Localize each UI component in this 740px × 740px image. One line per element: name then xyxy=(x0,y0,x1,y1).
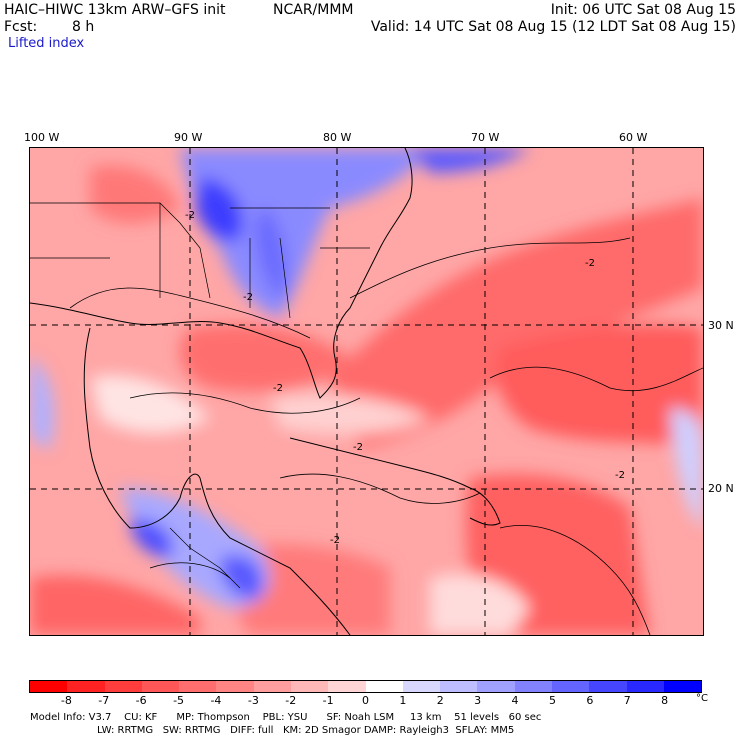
lat-label-20n: 20 N xyxy=(708,482,734,495)
lon-label-60w: 60 W xyxy=(619,131,648,144)
colorbar-unit: °C xyxy=(696,693,708,704)
colorbar-tick-label: 1 xyxy=(399,694,407,707)
colorbar-tick-label: -5 xyxy=(173,694,185,707)
lifted-index-map: -2 -2 -2 -2 -2 -2 -2 xyxy=(29,147,704,636)
lon-label-70w: 70 W xyxy=(471,131,500,144)
colorbar-cell xyxy=(477,681,515,692)
contour-label: -2 xyxy=(330,535,340,546)
contour-label: -2 xyxy=(243,292,253,303)
fcst-value: 8 h xyxy=(72,19,95,35)
model-info-line-1: Model Info: V3.7 CU: KF MP: Thompson PBL… xyxy=(30,712,542,723)
colorbar-cell xyxy=(30,681,68,692)
colorbar-tick-label: -8 xyxy=(60,694,72,707)
colorbar-cell xyxy=(104,681,142,692)
colorbar-cell xyxy=(663,681,702,692)
lon-label-100w: 100 W xyxy=(24,131,60,144)
fcst-label: Fcst: xyxy=(4,19,38,35)
colorbar-cell xyxy=(440,681,478,692)
model-title: HAIC–HIWC 13km ARW–GFS init xyxy=(4,2,226,18)
colorbar-tick-label: 3 xyxy=(474,694,482,707)
colorbar-cell xyxy=(365,681,403,692)
lon-label-80w: 80 W xyxy=(323,131,352,144)
colorbar-cell xyxy=(551,681,590,692)
colorbar-cell xyxy=(514,681,552,692)
model-info-line-2: LW: RRTMG SW: RRTMG DIFF: full KM: 2D Sm… xyxy=(97,725,515,736)
colorbar-tick-label: -6 xyxy=(135,694,147,707)
colorbar-tick-label: 2 xyxy=(436,694,444,707)
organization: NCAR/MMM xyxy=(273,2,354,18)
colorbar-tick-label: 5 xyxy=(548,694,556,707)
contours xyxy=(69,237,703,635)
colorbar-cell xyxy=(589,681,627,692)
colorbar-tick-label: -2 xyxy=(285,694,297,707)
colorbar-tick-label: -1 xyxy=(322,694,334,707)
colorbar-cell xyxy=(253,681,291,692)
colorbar-tick-label: 0 xyxy=(362,694,369,707)
colorbar-cell xyxy=(290,681,329,692)
contour-label: -2 xyxy=(353,442,363,453)
colorbar xyxy=(29,680,702,693)
colorbar-cell xyxy=(179,681,217,692)
contour-label: -2 xyxy=(273,383,283,394)
latlon-grid xyxy=(30,148,703,635)
contour-label: -2 xyxy=(585,258,595,269)
colorbar-tick-label: -4 xyxy=(210,694,222,707)
field-name: Lifted index xyxy=(8,36,85,51)
coastlines xyxy=(30,148,501,635)
colorbar-tick-label: -7 xyxy=(98,694,110,707)
colorbar-tick-label: 6 xyxy=(586,694,594,707)
colorbar-cell xyxy=(141,681,180,692)
colorbar-tick-label: 8 xyxy=(661,694,669,707)
contour-label: -2 xyxy=(185,210,195,221)
lat-label-30n: 30 N xyxy=(708,319,734,332)
colorbar-tick-label: 4 xyxy=(511,694,519,707)
field-shading xyxy=(30,148,703,635)
lon-label-90w: 90 W xyxy=(174,131,203,144)
colorbar-cell xyxy=(402,681,441,692)
colorbar-cell xyxy=(216,681,254,692)
colorbar-cell xyxy=(67,681,105,692)
colorbar-tick-label: -3 xyxy=(247,694,259,707)
state-borders xyxy=(30,202,370,589)
colorbar-cell xyxy=(626,681,664,692)
contour-label: -2 xyxy=(615,470,625,481)
valid-time: Valid: 14 UTC Sat 08 Aug 15 (12 LDT Sat … xyxy=(370,19,736,35)
colorbar-tick-label: 7 xyxy=(623,694,631,707)
colorbar-cell xyxy=(328,681,366,692)
init-time: Init: 06 UTC Sat 08 Aug 15 xyxy=(550,2,736,18)
